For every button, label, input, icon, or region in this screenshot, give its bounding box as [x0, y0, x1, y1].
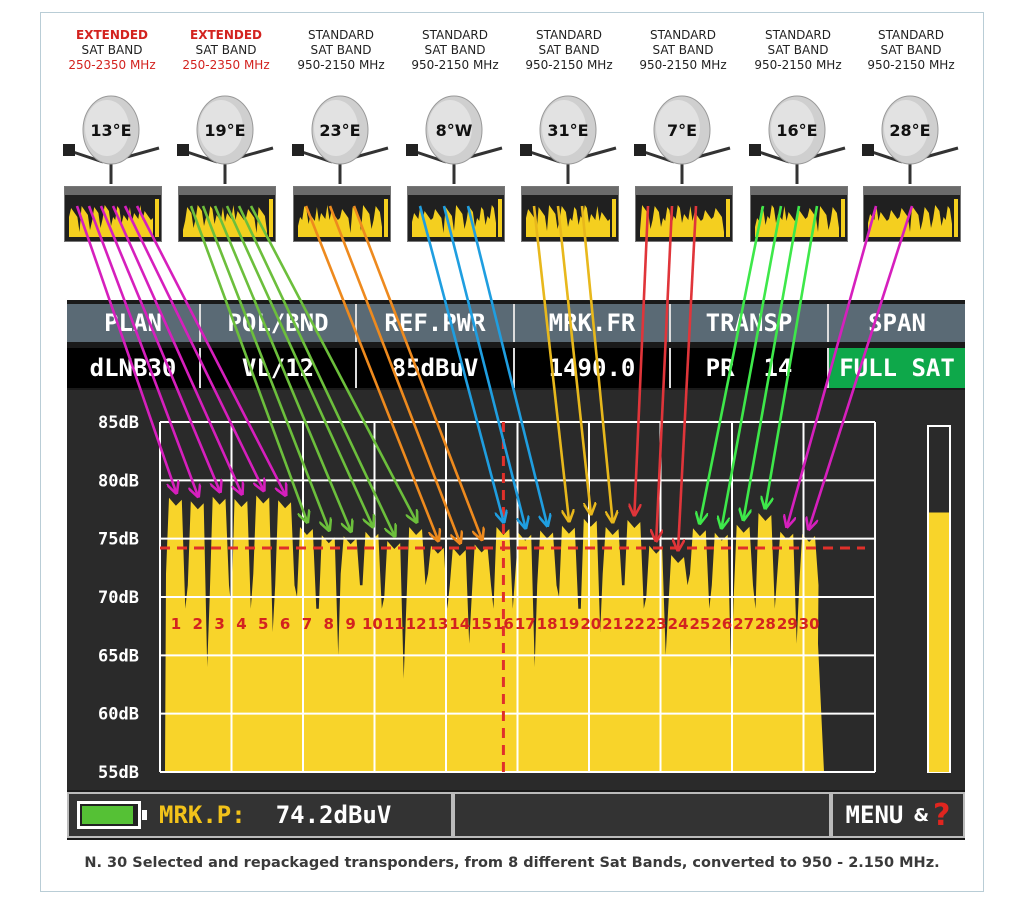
- sat-band-label: EXTENDED SAT BAND 250-2350 MHz: [57, 28, 167, 73]
- figure-caption: N. 30 Selected and repackaged transponde…: [84, 855, 940, 871]
- sat-position-text: 23°E: [319, 121, 360, 140]
- mini-spectrum-thumb: [863, 186, 961, 242]
- sat-band-label: EXTENDED SAT BAND 250-2350 MHz: [171, 28, 281, 73]
- satellite-dish-icon: 16°E: [749, 95, 846, 184]
- sat-band-text: SAT BAND: [424, 43, 486, 57]
- header-labels-row: PLAN POL/BND REF.PWR MRK.FR TRANSP SPAN: [67, 304, 965, 342]
- menu-label: MENU: [845, 801, 904, 829]
- sat-band-freq: 950-2150 MHz: [867, 58, 955, 72]
- sat-band-type: STANDARD: [649, 28, 717, 42]
- sat-band-text: SAT BAND: [880, 43, 942, 57]
- plan-label[interactable]: PLAN: [67, 304, 201, 342]
- sat-band-type: STANDARD: [764, 28, 832, 42]
- sat-band-freq: 950-2150 MHz: [639, 58, 727, 72]
- sat-band-label: STANDARD SAT BAND 950-2150 MHz: [514, 28, 624, 73]
- help-icon[interactable]: ?: [933, 797, 951, 833]
- pol-bnd-label[interactable]: POL/BND: [201, 304, 357, 342]
- status-empty-panel: [453, 792, 831, 838]
- battery-fill: [82, 806, 134, 824]
- sat-band-type: STANDARD: [877, 28, 945, 42]
- sat-band-label: STANDARD SAT BAND 950-2150 MHz: [856, 28, 966, 73]
- sat-position-text: 19°E: [204, 121, 245, 140]
- mini-spectrum-thumb: [64, 186, 162, 242]
- satellite-dish-icon: 28°E: [862, 95, 959, 184]
- satellite-dish-icon: 13°E: [63, 95, 160, 184]
- marker-power-label: MRK.P:: [159, 801, 246, 829]
- sat-band-freq: 950-2150 MHz: [297, 58, 385, 72]
- sat-band-label: STANDARD SAT BAND 950-2150 MHz: [286, 28, 396, 73]
- span-label[interactable]: SPAN: [829, 304, 965, 342]
- sat-band-type: EXTENDED: [76, 28, 148, 42]
- sat-band-freq: 950-2150 MHz: [754, 58, 842, 72]
- battery-icon: [77, 801, 147, 829]
- mini-spectrum-thumb: [293, 186, 391, 242]
- plan-value: dLNB30: [67, 348, 201, 388]
- sat-band-freq: 950-2150 MHz: [525, 58, 613, 72]
- sat-band-text: SAT BAND: [538, 43, 600, 57]
- sat-band-type: STANDARD: [421, 28, 489, 42]
- mrk-fr-label[interactable]: MRK.FR: [515, 304, 671, 342]
- header-values-row: dLNB30 VL/12 85dBuV 1490.0 PR 14 FULL SA…: [67, 348, 965, 388]
- sat-band-label: STANDARD SAT BAND 950-2150 MHz: [628, 28, 738, 73]
- mini-spectrum-thumb: [521, 186, 619, 242]
- sat-band-freq: 250-2350 MHz: [68, 58, 156, 72]
- menu-button[interactable]: MENU & ?: [831, 792, 965, 838]
- ref-pwr-label[interactable]: REF.PWR: [357, 304, 515, 342]
- amp-symbol: &: [913, 804, 930, 826]
- mini-spectrum-thumb: [407, 186, 505, 242]
- transp-value: PR 14: [671, 348, 829, 388]
- sat-band-label: STANDARD SAT BAND 950-2150 MHz: [400, 28, 510, 73]
- transp-label[interactable]: TRANSP: [671, 304, 829, 342]
- marker-power-value: 74.2dBuV: [275, 801, 392, 829]
- mini-spectrum-thumb: [635, 186, 733, 242]
- ref-pwr-value: 85dBuV: [357, 348, 515, 388]
- sat-position-text: 8°W: [436, 121, 473, 140]
- sat-position-text: 7°E: [667, 121, 697, 140]
- sat-band-text: SAT BAND: [310, 43, 372, 57]
- sat-band-label: STANDARD SAT BAND 950-2150 MHz: [743, 28, 853, 73]
- sat-band-text: SAT BAND: [652, 43, 714, 57]
- sat-position-text: 16°E: [776, 121, 817, 140]
- pol-bnd-value: VL/12: [201, 348, 357, 388]
- mini-spectrum-thumb: [750, 186, 848, 242]
- sat-band-text: SAT BAND: [767, 43, 829, 57]
- satellite-dish-icon: 31°E: [520, 95, 617, 184]
- satellite-dish-icon: 8°W: [406, 95, 503, 184]
- mini-spectrum-thumb: [178, 186, 276, 242]
- mrk-fr-value: 1490.0: [515, 348, 671, 388]
- sat-band-text: SAT BAND: [81, 43, 143, 57]
- sat-band-type: EXTENDED: [190, 28, 262, 42]
- marker-panel: MRK.P: 74.2dBuV: [67, 792, 453, 838]
- satellite-dish-icon: 7°E: [634, 95, 731, 184]
- sat-position-text: 28°E: [889, 121, 930, 140]
- satellite-dish-icon: 23°E: [292, 95, 389, 184]
- sat-band-freq: 250-2350 MHz: [182, 58, 270, 72]
- span-value: FULL SAT: [829, 348, 965, 388]
- satellite-row: EXTENDED SAT BAND 250-2350 MHz 13°E EXTENDED…: [0, 0, 1024, 300]
- sat-position-text: 13°E: [90, 121, 131, 140]
- sat-band-type: STANDARD: [535, 28, 603, 42]
- meter-screen: PLAN POL/BND REF.PWR MRK.FR TRANSP SPAN …: [67, 300, 965, 840]
- battery-tip: [142, 810, 147, 820]
- status-bar: MRK.P: 74.2dBuV MENU & ?: [67, 792, 965, 838]
- sat-band-type: STANDARD: [307, 28, 375, 42]
- sat-band-freq: 950-2150 MHz: [411, 58, 499, 72]
- sat-position-text: 31°E: [547, 121, 588, 140]
- sat-band-text: SAT BAND: [195, 43, 257, 57]
- satellite-dish-icon: 19°E: [177, 95, 274, 184]
